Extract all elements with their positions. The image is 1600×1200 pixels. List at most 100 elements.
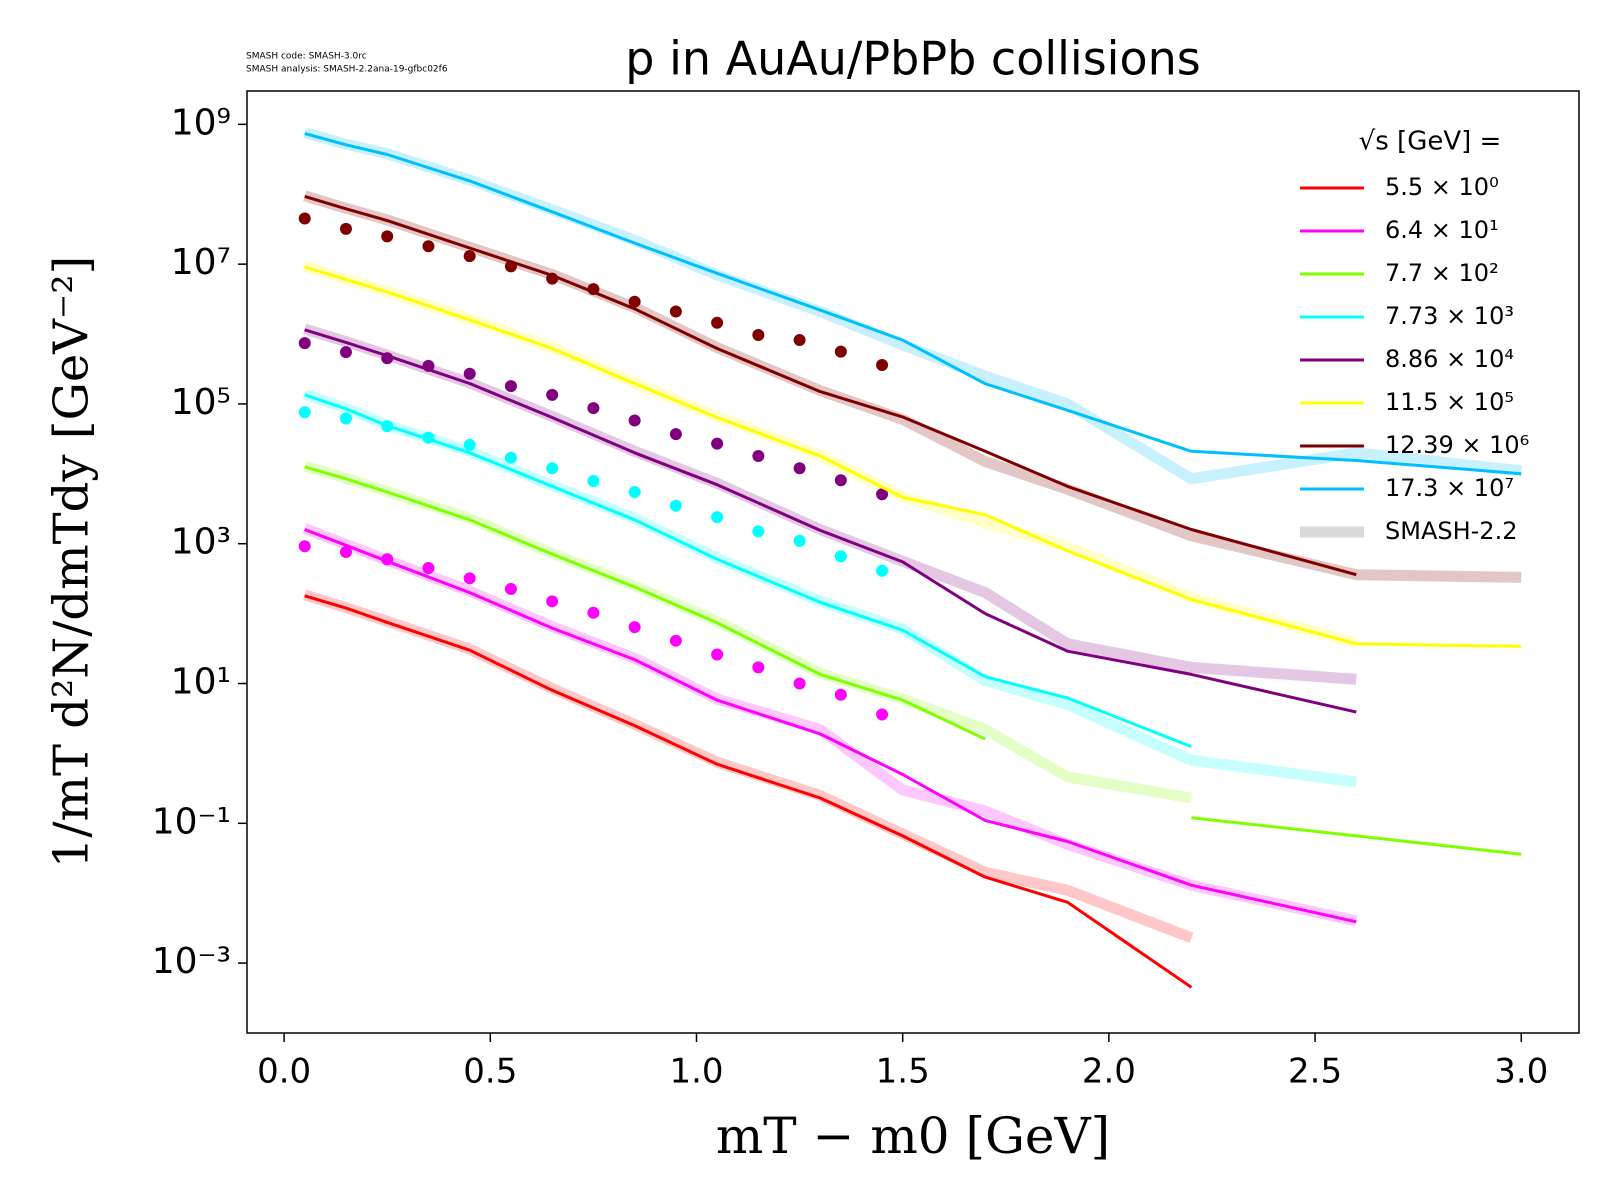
y-tick-label: 10⁻³ — [152, 941, 231, 982]
x-tick-label: 1.5 — [876, 1052, 930, 1092]
data-point — [669, 305, 682, 318]
data-point — [339, 412, 352, 425]
series-line — [304, 465, 1522, 856]
data-point — [339, 222, 352, 235]
x-tick-label: 1.0 — [669, 1052, 723, 1092]
data-point — [793, 334, 806, 347]
data-point — [587, 283, 600, 296]
data-point — [546, 595, 559, 608]
series-line — [304, 594, 1193, 989]
series-line — [304, 265, 1522, 648]
data-point — [793, 534, 806, 547]
data-point — [711, 648, 724, 661]
data-point — [504, 451, 517, 464]
legend: √s [GeV] = 5.5 × 10⁰ 6.4 × 10¹ 7.7 × 10² 7.7… — [1300, 127, 1529, 545]
data-point — [587, 474, 600, 487]
data-point — [463, 250, 476, 263]
data-point — [422, 561, 435, 574]
plot-area — [298, 127, 1522, 989]
data-point — [711, 511, 724, 524]
data-point — [876, 488, 889, 501]
data-point — [752, 328, 765, 341]
data-point — [876, 708, 889, 721]
y-tick-label: 10⁷ — [171, 242, 231, 283]
data-point — [546, 462, 559, 475]
data-point — [381, 420, 394, 433]
data-point — [752, 661, 765, 674]
data-point — [587, 606, 600, 619]
y-axis-label: 1/mT d²N/dmTdy [GeV⁻²] — [44, 256, 100, 868]
x-tick-label: 2.0 — [1082, 1052, 1136, 1092]
data-point — [876, 359, 889, 372]
legend-label: 5.5 × 10⁰ — [1385, 173, 1499, 201]
y-tick-label: 10⁵ — [171, 382, 231, 423]
data-point — [504, 583, 517, 596]
data-point — [834, 474, 847, 487]
data-point — [298, 406, 311, 419]
data-point — [587, 402, 600, 415]
data-point — [793, 462, 806, 475]
data-point — [381, 553, 394, 566]
legend-label: 11.5 × 10⁵ — [1385, 388, 1514, 416]
series-line — [304, 194, 1357, 577]
plot-frame — [246, 90, 1580, 1034]
legend-label: SMASH-2.2 — [1385, 517, 1517, 545]
series-line — [304, 132, 1522, 476]
data-point — [298, 540, 311, 553]
axes: 0.0 0.5 1.0 1.5 2.0 2.5 3.0 10⁹ 10⁷ 10⁵ 10³ 10¹ 10⁻¹… — [152, 102, 1549, 1091]
data-point — [298, 212, 311, 225]
data-point — [381, 230, 394, 243]
legend-label: 17.3 × 10⁷ — [1385, 474, 1514, 502]
data-point — [793, 677, 806, 690]
x-tick-label: 0.0 — [257, 1052, 311, 1092]
data-point — [711, 437, 724, 450]
data-point — [504, 380, 517, 393]
data-point — [339, 546, 352, 559]
data-point — [422, 359, 435, 372]
data-point — [834, 550, 847, 563]
data-point — [669, 499, 682, 512]
data-point — [628, 414, 641, 427]
legend-label: 7.73 × 10³ — [1385, 302, 1514, 330]
data-point — [669, 428, 682, 441]
version-note: SMASH analysis: SMASH-2.2ana-19-gfbc02f6 — [246, 65, 448, 75]
x-axis-label: mT − m0 [GeV] — [716, 1107, 1110, 1165]
data-point — [463, 572, 476, 585]
data-point — [422, 431, 435, 444]
data-point — [298, 337, 311, 350]
x-tick-label: 0.5 — [463, 1052, 517, 1092]
x-tick-label: 3.0 — [1494, 1052, 1548, 1092]
legend-label: 12.39 × 10⁶ — [1385, 431, 1529, 459]
legend-label: 7.7 × 10² — [1385, 259, 1499, 287]
y-tick-label: 10³ — [171, 522, 231, 563]
data-point — [463, 367, 476, 380]
legend-label: 6.4 × 10¹ — [1385, 216, 1499, 244]
data-point — [669, 634, 682, 647]
data-point — [628, 295, 641, 308]
data-point — [422, 240, 435, 253]
data-point — [339, 346, 352, 359]
y-tick-label: 10⁹ — [171, 102, 231, 143]
data-point — [381, 352, 394, 365]
data-point — [834, 345, 847, 358]
data-point — [546, 388, 559, 401]
legend-title: √s [GeV] = — [1359, 127, 1502, 157]
series-line — [304, 393, 1192, 748]
data-point — [628, 485, 641, 498]
data-point — [546, 272, 559, 285]
data-point — [752, 449, 765, 462]
data-point — [752, 525, 765, 538]
data-point — [628, 621, 641, 634]
data-point — [711, 316, 724, 329]
chart-title: p in AuAu/PbPb collisions — [625, 32, 1200, 86]
data-point — [463, 438, 476, 451]
data-point — [504, 260, 517, 273]
y-tick-label: 10⁻¹ — [152, 801, 231, 842]
data-point — [876, 564, 889, 577]
x-tick-label: 2.5 — [1288, 1052, 1342, 1092]
version-note: SMASH code: SMASH-3.0rc — [246, 52, 367, 62]
legend-label: 8.86 × 10⁴ — [1385, 345, 1514, 373]
data-point — [834, 688, 847, 701]
